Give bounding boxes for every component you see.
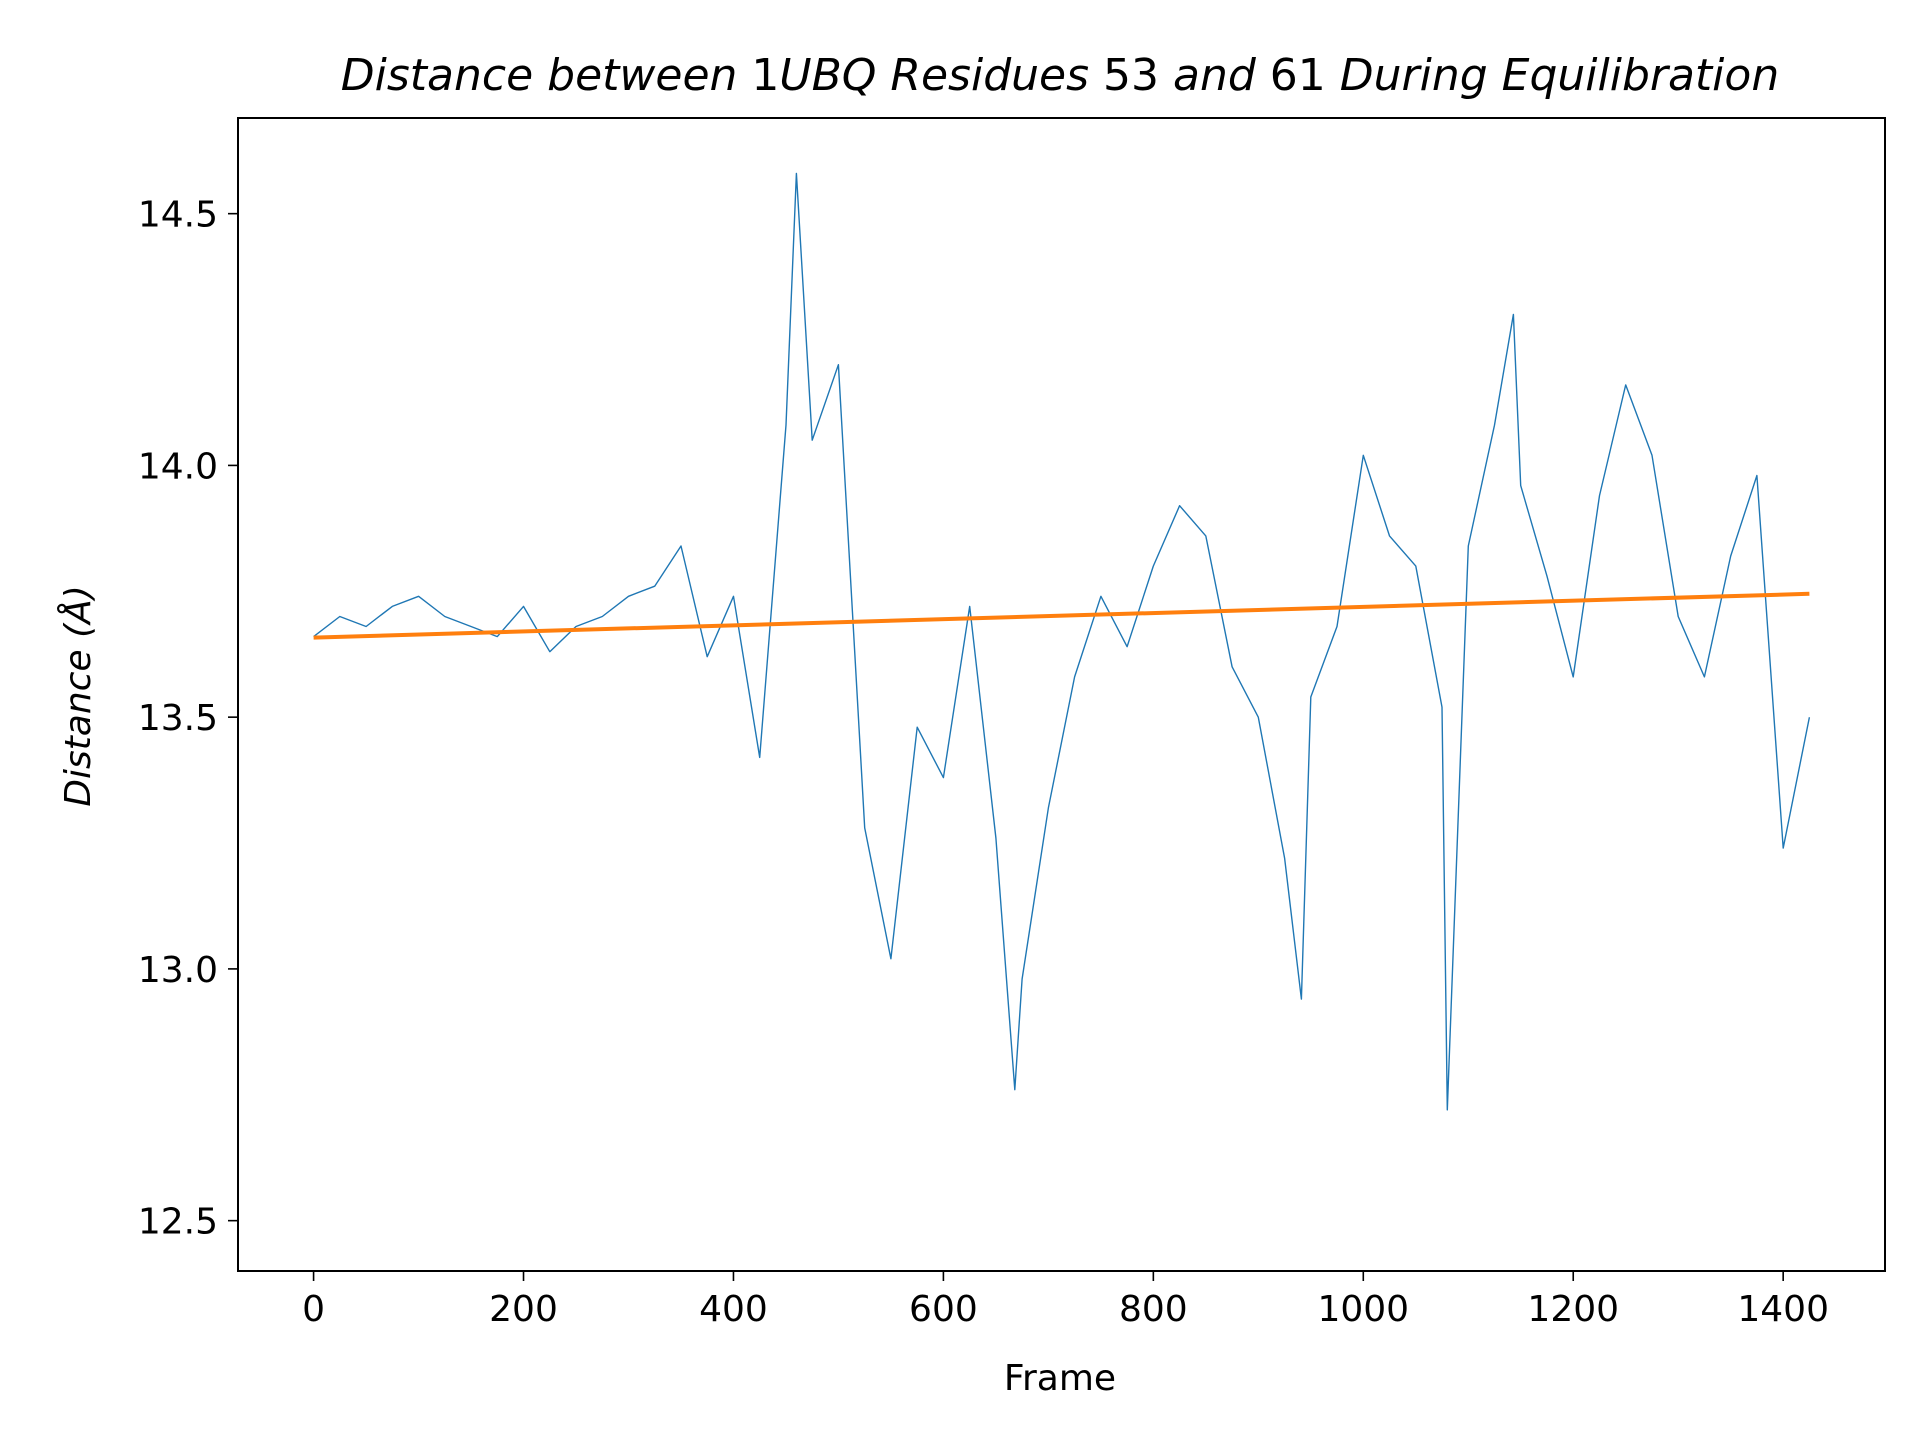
x-tick-label: 200 — [489, 1289, 558, 1330]
y-axis-label: Distance (Å) — [56, 585, 99, 807]
trend-line — [313, 591, 1810, 640]
title-part-4: and — [1159, 50, 1270, 101]
x-tick-label: 400 — [699, 1289, 768, 1330]
x-axis-label: Frame — [1004, 1358, 1116, 1399]
y-tick-label: 14.5 — [138, 195, 218, 236]
chart-title: Distance between 1UBQ Residues 53 and 61… — [341, 50, 1779, 101]
title-part-2: UBQ Residues — [779, 50, 1103, 101]
plot-frame — [237, 117, 1886, 1272]
title-part-1: 1 — [751, 50, 779, 101]
x-tick-label: 800 — [1119, 1289, 1188, 1330]
title-part-6: During Equilibration — [1326, 50, 1779, 101]
title-part-3: 53 — [1103, 50, 1159, 101]
x-tick-label: 600 — [909, 1289, 978, 1330]
y-tick-label: 12.5 — [138, 1202, 218, 1243]
y-tick-label: 13.5 — [138, 698, 218, 739]
x-tick-label: 0 — [302, 1289, 325, 1330]
plot-area — [313, 172, 1811, 1111]
y-tick-label: 14.0 — [138, 446, 218, 487]
axes: 0 200 400 600 800 1000 1200 1400 12.5 13.0 13.5 14.… — [138, 117, 1886, 1330]
x-tick-label: 1400 — [1737, 1289, 1829, 1330]
title-part-0: Distance between — [341, 50, 752, 101]
title-part-5: 61 — [1270, 50, 1326, 101]
y-tick-label: 13.0 — [138, 950, 218, 991]
x-tick-label: 1200 — [1527, 1289, 1619, 1330]
distance-series-line — [313, 172, 1811, 1111]
x-tick-label: 1000 — [1317, 1289, 1409, 1330]
